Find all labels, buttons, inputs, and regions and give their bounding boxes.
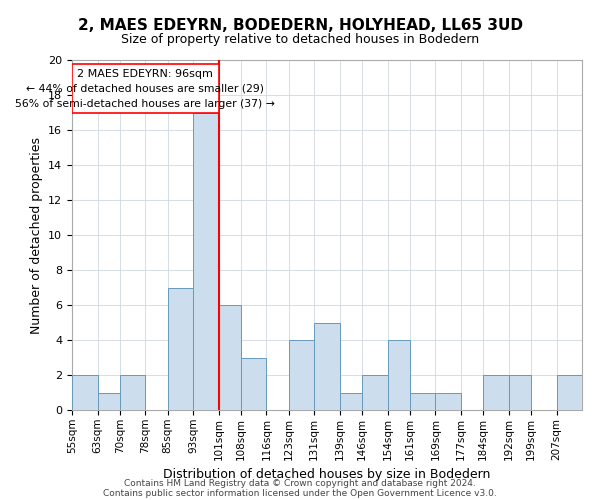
Bar	[483, 375, 509, 410]
Bar	[241, 358, 266, 410]
Bar	[72, 64, 218, 112]
Bar	[509, 375, 531, 410]
Bar	[167, 288, 193, 410]
Bar	[362, 375, 388, 410]
Bar	[340, 392, 362, 410]
Bar	[289, 340, 314, 410]
Text: 56% of semi-detached houses are larger (37) →: 56% of semi-detached houses are larger (…	[16, 98, 275, 108]
Text: Contains HM Land Registry data © Crown copyright and database right 2024.: Contains HM Land Registry data © Crown c…	[124, 478, 476, 488]
Bar	[314, 322, 340, 410]
Bar	[557, 375, 582, 410]
Text: 2 MAES EDEYRN: 96sqm: 2 MAES EDEYRN: 96sqm	[77, 69, 213, 79]
Bar	[72, 375, 97, 410]
Bar	[97, 392, 120, 410]
Bar	[410, 392, 436, 410]
Bar	[193, 112, 218, 410]
Text: Size of property relative to detached houses in Bodedern: Size of property relative to detached ho…	[121, 32, 479, 46]
Bar	[436, 392, 461, 410]
Text: 2, MAES EDEYRN, BODEDERN, HOLYHEAD, LL65 3UD: 2, MAES EDEYRN, BODEDERN, HOLYHEAD, LL65…	[77, 18, 523, 32]
Bar	[120, 375, 145, 410]
Y-axis label: Number of detached properties: Number of detached properties	[29, 136, 43, 334]
Bar	[388, 340, 410, 410]
Bar	[218, 305, 241, 410]
Text: Contains public sector information licensed under the Open Government Licence v3: Contains public sector information licen…	[103, 488, 497, 498]
X-axis label: Distribution of detached houses by size in Bodedern: Distribution of detached houses by size …	[163, 468, 491, 481]
Text: ← 44% of detached houses are smaller (29): ← 44% of detached houses are smaller (29…	[26, 84, 265, 94]
